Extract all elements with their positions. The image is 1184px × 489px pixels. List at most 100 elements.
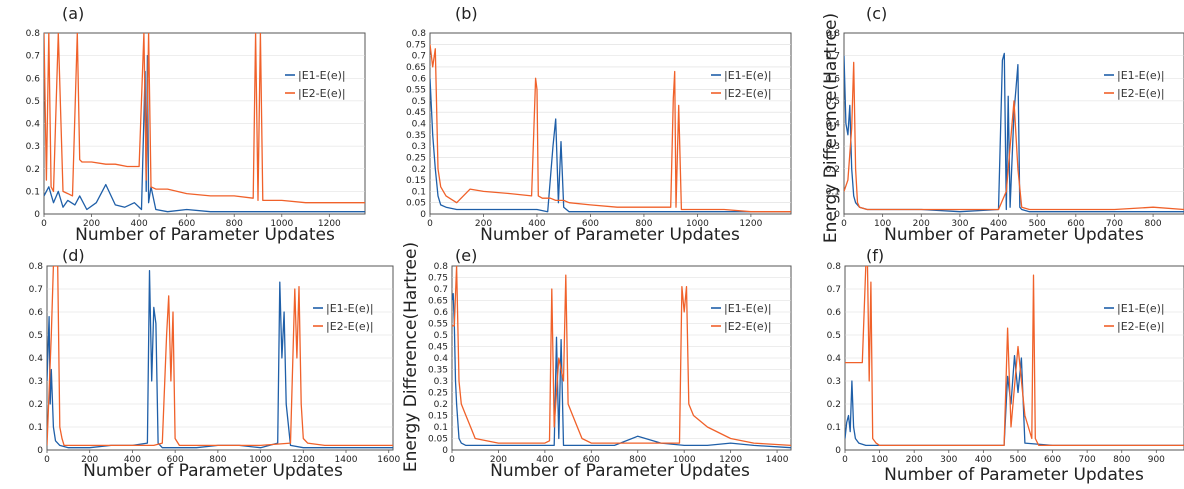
panel-c-label: (c) xyxy=(866,4,887,23)
panel-c-x-tick-label: 800 xyxy=(1144,219,1161,229)
panel-a-y-tick-label: 0.6 xyxy=(26,74,41,84)
panel-d-y-tick-label: 0.3 xyxy=(29,377,43,387)
panel-a-y-tick-label: 0.2 xyxy=(26,165,40,175)
panel-a-series-e2-line xyxy=(44,33,365,204)
panel-b-y-tick-label: 0.3 xyxy=(412,142,426,152)
panel-a-x-tick-label: 200 xyxy=(83,219,100,229)
panel-c-x-axis-label: Number of Parameter Updates xyxy=(884,225,1144,245)
panel-a-y-tick-label: 0.1 xyxy=(26,187,40,197)
panel-e-y-tick-label: 0.45 xyxy=(428,343,448,353)
panel-a-x-tick-label: 1200 xyxy=(318,219,341,229)
panel-f-y-tick-label: 0.8 xyxy=(827,262,842,272)
panel-b-y-tick-label: 0.05 xyxy=(406,199,426,209)
panel-d-x-tick-label: 1400 xyxy=(335,455,358,465)
panel-c-y-tick-label: 0.5 xyxy=(826,97,840,107)
panel-f-y-tick-label: 0.7 xyxy=(827,285,841,295)
panel-d-legend-label-e1: |E1-E(e)| xyxy=(326,302,374,315)
panel-c-y-tick-label: 0.6 xyxy=(826,74,841,84)
panel-b-y-tick-label: 0.2 xyxy=(412,165,426,175)
panel-c-x-tick-label: 600 xyxy=(1067,219,1084,229)
panel-d-legend-label-e2: |E2-E(e)| xyxy=(326,320,374,333)
panel-b-x-axis-label: Number of Parameter Updates xyxy=(480,225,740,245)
panel-f-y-tick-label: 0.4 xyxy=(827,354,842,364)
panel-f-x-axis-label: Number of Parameter Updates xyxy=(884,465,1144,485)
panel-a-x-tick-label: 800 xyxy=(226,219,243,229)
panel-a-y-tick-label: 0.7 xyxy=(26,52,40,62)
panel-a-x-tick-label: 400 xyxy=(131,219,148,229)
panel-e-y-tick-label: 0.7 xyxy=(434,285,448,295)
panel-e-legend-label-e1: |E1-E(e)| xyxy=(724,302,772,315)
panel-b-x-tick-label: 600 xyxy=(582,219,599,229)
panel-c-y-tick-label: 0.4 xyxy=(826,120,841,130)
panel-c-y-tick-label: 0.3 xyxy=(826,142,840,152)
panel-c-x-tick-label: 0 xyxy=(841,219,847,229)
panel-f-y-tick-label: 0.1 xyxy=(827,423,841,433)
panel-a-x-axis-label: Number of Parameter Updates xyxy=(75,225,335,245)
panel-b-legend-label-e1: |E1-E(e)| xyxy=(724,69,772,82)
panel-f-legend-label-e1: |E1-E(e)| xyxy=(1117,302,1165,315)
panel-a-x-tick-label: 1000 xyxy=(270,219,293,229)
panel-f-x-tick-label: 400 xyxy=(975,455,992,465)
panel-d-x-axis-label: Number of Parameter Updates xyxy=(83,461,343,481)
panel-c-x-tick-label: 300 xyxy=(951,219,968,229)
panel-b-y-tick-label: 0.75 xyxy=(406,40,426,50)
panel-f-x-tick-label: 900 xyxy=(1148,455,1165,465)
panel-c-y-tick-label: 0.1 xyxy=(826,187,840,197)
panel-a-label: (a) xyxy=(62,4,84,23)
panel-f-legend-label-e2: |E2-E(e)| xyxy=(1117,320,1165,333)
panel-b-y-tick-label: 0.8 xyxy=(412,29,427,39)
panel-e-y-tick-label: 0.15 xyxy=(428,412,448,422)
panel-a-y-tick-label: 0 xyxy=(34,210,40,220)
panel-c-y-tick-label: 0.7 xyxy=(826,52,840,62)
panel-c-x-tick-label: 500 xyxy=(1029,219,1046,229)
panel-b-x-tick-label: 1000 xyxy=(686,219,709,229)
panel-d-series-e2-line xyxy=(47,266,393,447)
panel-c-x-tick-label: 100 xyxy=(874,219,891,229)
panel-d-x-tick-label: 400 xyxy=(124,455,141,465)
panel-b-y-tick-label: 0.25 xyxy=(406,153,426,163)
panel-c-y-tick-label: 0.8 xyxy=(826,29,841,39)
panel-d-series-e1-line xyxy=(47,269,393,449)
panel-e-series-e1-line xyxy=(452,292,791,449)
panel-e-label: (e) xyxy=(455,246,477,265)
panel-d-x-tick-label: 1000 xyxy=(249,455,272,465)
panel-e-x-tick-label: 1200 xyxy=(719,455,742,465)
panel-b-y-tick-label: 0.4 xyxy=(412,120,427,130)
panel-d-x-tick-label: 1200 xyxy=(292,455,315,465)
panel-d-x-tick-label: 1600 xyxy=(377,455,400,465)
panel-e-y-tick-label: 0.6 xyxy=(434,308,449,318)
panel-e-series-e2-line xyxy=(452,266,791,447)
panel-e-y-tick-label: 0.1 xyxy=(434,423,448,433)
panel-d-y-tick-label: 0.2 xyxy=(29,400,43,410)
panel-f-x-tick-label: 100 xyxy=(871,455,888,465)
panel-c-y-tick-label: 0.2 xyxy=(826,165,840,175)
panel-d-y-tick-label: 0.4 xyxy=(29,354,44,364)
panel-b-x-tick-label: 400 xyxy=(528,219,545,229)
panel-d-y-tick-label: 0.7 xyxy=(29,285,43,295)
panel-f-y-tick-label: 0.5 xyxy=(827,331,841,341)
panel-d-y-tick-label: 0.5 xyxy=(29,331,43,341)
panel-f-y-tick-label: 0.6 xyxy=(827,308,842,318)
panel-b-x-tick-label: 800 xyxy=(635,219,652,229)
panel-e-x-tick-label: 800 xyxy=(629,455,646,465)
panel-b-y-tick-label: 0.1 xyxy=(412,187,426,197)
panel-e-x-axis-label: Number of Parameter Updates xyxy=(490,461,750,481)
panel-b-x-tick-label: 200 xyxy=(475,219,492,229)
panel-e-y-tick-label: 0.05 xyxy=(428,435,448,445)
panel-e-y-axis-label: Energy Difference(Hartree) xyxy=(401,242,421,472)
panel-e-y-tick-label: 0.75 xyxy=(428,274,448,284)
panel-f-y-tick-label: 0.2 xyxy=(827,400,841,410)
panel-e-x-tick-label: 1400 xyxy=(766,455,789,465)
panel-d-x-tick-label: 200 xyxy=(81,455,98,465)
panel-c-y-axis-label: Energy Difference(Hartree) xyxy=(821,13,841,243)
panel-b-series-e2-line xyxy=(430,44,791,213)
panel-c-x-tick-label: 400 xyxy=(990,219,1007,229)
panel-b-y-tick-label: 0.45 xyxy=(406,108,426,118)
panel-a-legend-label-e2: |E2-E(e)| xyxy=(298,87,346,100)
panel-d-x-tick-label: 600 xyxy=(167,455,184,465)
panel-b-y-tick-label: 0.7 xyxy=(412,52,426,62)
panel-e-y-tick-label: 0.4 xyxy=(434,354,449,364)
panel-d-y-tick-label: 0 xyxy=(37,446,43,456)
panel-e-x-tick-label: 400 xyxy=(536,455,553,465)
panel-c-series-e2-line xyxy=(844,61,1184,211)
